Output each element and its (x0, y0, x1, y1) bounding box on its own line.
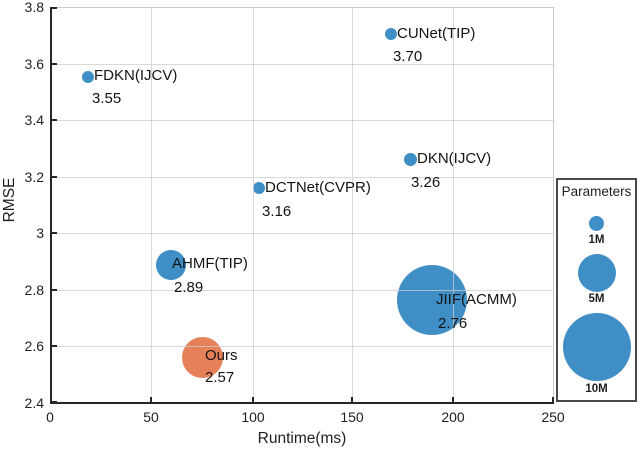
y-axis-tick (52, 232, 57, 234)
ahmf-label: AHMF(TIP) (172, 255, 248, 272)
gridline-vertical (352, 8, 353, 402)
y-axis-tick (52, 289, 57, 291)
y-axis-line (50, 7, 52, 403)
x-axis-line (50, 402, 554, 404)
y-axis-tick (52, 401, 57, 403)
y-axis-tick (52, 176, 57, 178)
legend-label-10m: 10M (585, 383, 608, 395)
legend-bubble-1m (589, 216, 604, 231)
y-axis-tick (52, 63, 57, 65)
x-tick-label: 100 (241, 409, 265, 425)
y-axis-title: RMSE (1, 177, 18, 223)
gridline-horizontal (52, 233, 553, 234)
x-axis-title: Runtime(ms) (257, 430, 347, 447)
legend-bubble-5m (578, 254, 616, 292)
dctnet-value: 3.16 (262, 203, 292, 220)
legend-bubble-10m (563, 313, 631, 381)
x-axis-tick (552, 397, 554, 402)
ours-bubble (182, 337, 223, 378)
gridline-horizontal (52, 120, 553, 121)
plot-top-border (50, 7, 554, 8)
y-axis-tick (52, 7, 57, 9)
x-axis-tick (351, 397, 353, 402)
jiif-label: JIIF(ACMM) (436, 291, 517, 308)
gridline-horizontal (52, 346, 553, 347)
y-tick-label: 3.6 (24, 56, 44, 72)
gridline-horizontal (52, 177, 553, 178)
gridline-vertical (151, 8, 152, 402)
gridline-horizontal (52, 64, 553, 65)
dctnet-bubble (253, 182, 265, 194)
cunet-bubble (385, 28, 397, 40)
ahmf-bubble (156, 250, 186, 280)
y-tick-label: 3.8 (24, 0, 44, 15)
gridline-vertical (453, 8, 454, 402)
dkn-label: DKN(IJCV) (417, 150, 492, 167)
legend-label-1m: 1M (588, 234, 605, 246)
legend-box: Parameters 1M 5M 10M (556, 178, 637, 402)
jiif-bubble (397, 265, 467, 335)
dkn-bubble (404, 153, 417, 166)
fdkn-label: FDKN(IJCV) (94, 67, 178, 84)
gridline-horizontal (52, 290, 553, 291)
ahmf-value: 2.89 (174, 279, 204, 296)
y-axis-tick (52, 119, 57, 121)
cunet-value: 3.70 (393, 48, 423, 65)
plot-right-border (553, 7, 554, 404)
x-tick-label: 0 (46, 409, 54, 425)
x-tick-label: 250 (541, 409, 565, 425)
x-axis-tick (452, 397, 454, 402)
x-tick-label: 150 (340, 409, 364, 425)
y-tick-label: 2.6 (24, 338, 44, 354)
gridline-vertical (253, 8, 254, 402)
x-axis-tick (150, 397, 152, 402)
dctnet-label: DCTNet(CVPR) (265, 179, 371, 196)
y-tick-label: 3.4 (24, 112, 44, 128)
x-tick-label: 50 (143, 409, 159, 425)
fdkn-value: 3.55 (92, 90, 122, 107)
y-tick-label: 2.8 (24, 282, 44, 298)
fdkn-bubble (82, 71, 94, 83)
legend-title: Parameters (561, 184, 632, 199)
cunet-label: CUNet(TIP) (397, 25, 476, 42)
dkn-value: 3.26 (411, 174, 441, 191)
jiif-value: 2.76 (438, 315, 468, 332)
y-axis-tick (52, 345, 57, 347)
y-tick-label: 3.2 (24, 169, 44, 185)
ours-label: Ours (205, 347, 238, 364)
x-axis-tick (252, 397, 254, 402)
y-tick-label: 3 (36, 225, 44, 241)
x-tick-label: 200 (441, 409, 465, 425)
ours-value: 2.57 (205, 369, 235, 386)
y-tick-label: 2.4 (24, 395, 44, 411)
legend-label-5m: 5M (588, 293, 605, 305)
